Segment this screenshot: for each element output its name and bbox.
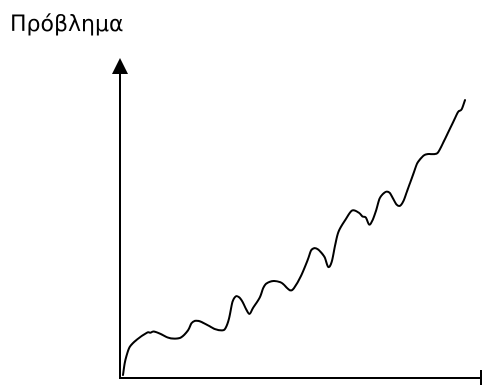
problem-curve xyxy=(122,99,466,376)
y-axis-arrowhead xyxy=(112,58,128,74)
y-axis-title: Πρόβλημα xyxy=(10,12,124,37)
